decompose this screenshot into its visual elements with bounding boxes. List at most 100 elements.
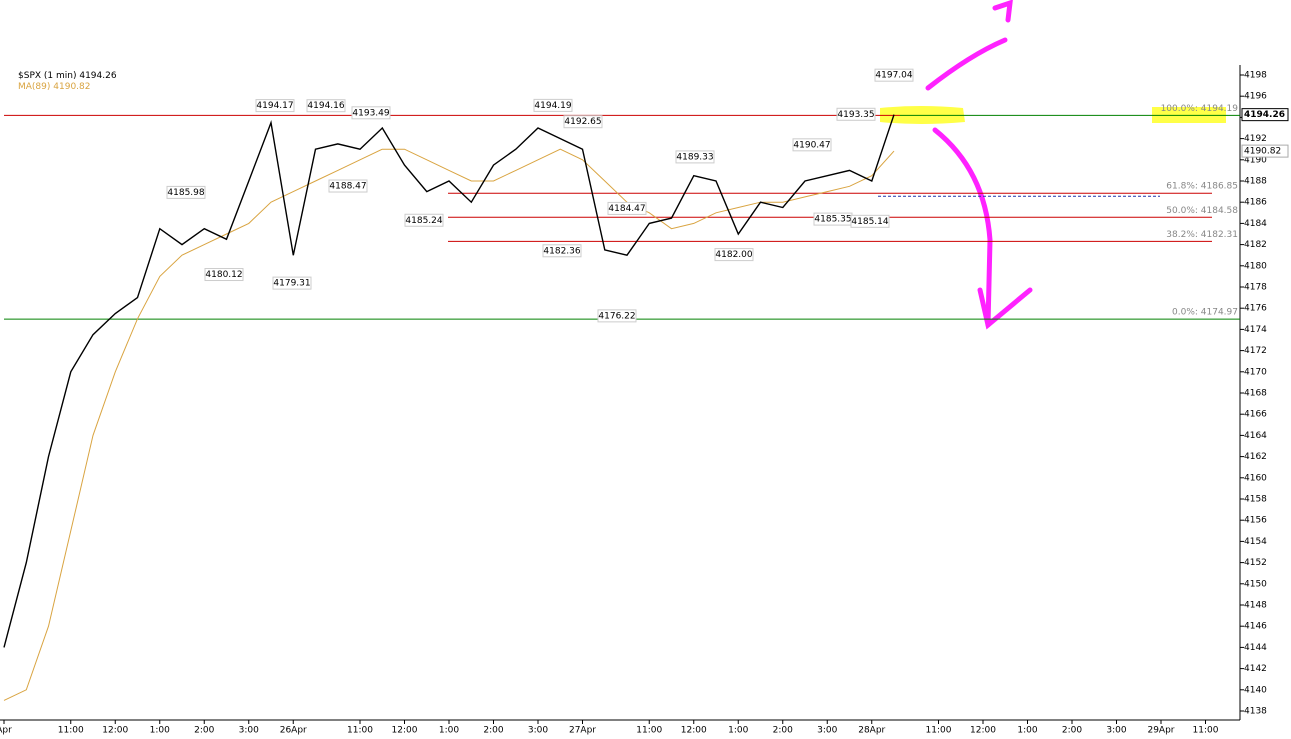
level-label: 0.0%: 4174.97 bbox=[1172, 308, 1238, 318]
annotation: 4192.65 bbox=[564, 117, 601, 127]
arrow-down bbox=[932, 127, 993, 328]
arrow-head bbox=[992, 0, 1013, 23]
annotation-box bbox=[351, 106, 391, 120]
annotation: 4194.16 bbox=[307, 101, 344, 111]
series-name: MA(89) bbox=[18, 82, 50, 92]
x-tick-label: 12:00 bbox=[102, 726, 128, 736]
y-tick-label: 4170 bbox=[1244, 367, 1267, 377]
y-tick-label: 4172 bbox=[1244, 346, 1267, 356]
y-tick-label: 4166 bbox=[1244, 410, 1267, 420]
y-tick-label: 4186 bbox=[1244, 198, 1267, 208]
x-tick-label: 29Apr bbox=[1147, 726, 1174, 736]
legend-price: $SPX (1 min) 4194.26 bbox=[18, 71, 117, 81]
legend: $SPX (1 min) 4194.26 MA(89) 4190.82 bbox=[18, 71, 117, 92]
annotation-box bbox=[714, 248, 754, 262]
y-tick-label: 4176 bbox=[1244, 304, 1267, 314]
annotation: 4180.12 bbox=[205, 270, 242, 280]
x-tick-label: 3:00 bbox=[239, 726, 259, 736]
x-tick-label: 11:00 bbox=[926, 726, 952, 736]
annotation-box bbox=[597, 309, 637, 323]
x-tick-label: 1:00 bbox=[1017, 726, 1037, 736]
x-tick-label: 3:00 bbox=[1106, 726, 1126, 736]
annotation-box bbox=[836, 107, 876, 121]
y-tick-label: 4160 bbox=[1244, 473, 1267, 483]
y-tick-label: 4148 bbox=[1244, 601, 1267, 611]
annotation-box bbox=[255, 99, 295, 113]
y-tick-label: 4140 bbox=[1244, 685, 1267, 695]
y-tick-label: 4156 bbox=[1244, 516, 1267, 526]
y-tick-label: 4178 bbox=[1244, 283, 1267, 293]
annotation-box bbox=[306, 99, 346, 113]
x-tick-label: 27Apr bbox=[569, 726, 596, 736]
x-tick-label: 1:00 bbox=[728, 726, 748, 736]
y-tick-label: 4192 bbox=[1244, 134, 1267, 144]
y-tick-label: 4152 bbox=[1244, 558, 1267, 568]
y-tick-label: 4138 bbox=[1244, 707, 1267, 717]
last-value: 4194.26 bbox=[79, 71, 116, 81]
annotation-box bbox=[563, 115, 603, 129]
y-tick-label: 4154 bbox=[1244, 537, 1267, 547]
y-tick-label: 4182 bbox=[1244, 240, 1267, 250]
annotation: 4185.98 bbox=[167, 188, 204, 198]
y-tick-label: 4168 bbox=[1244, 389, 1267, 399]
last-value-label: 4194.26 bbox=[1244, 110, 1285, 120]
x-tick-label: 11:00 bbox=[347, 726, 373, 736]
x-tick-label: 1:00 bbox=[150, 726, 170, 736]
x-tick-label: 12:00 bbox=[392, 726, 418, 736]
x-tick-label: 26Apr bbox=[280, 726, 307, 736]
annotation: 4185.14 bbox=[851, 217, 888, 227]
x-tick-label: 28Apr bbox=[858, 726, 885, 736]
series-name: $SPX (1 min) bbox=[18, 71, 76, 81]
annotation-box bbox=[850, 214, 890, 228]
level-label: 50.0%: 4184.58 bbox=[1166, 206, 1238, 216]
annotation-box bbox=[166, 185, 206, 199]
x-tick-label: 11:00 bbox=[1193, 726, 1219, 736]
x-tick-label: 2:00 bbox=[1062, 726, 1082, 736]
y-tick-label: 4198 bbox=[1244, 71, 1267, 81]
x-tick-label: 11:00 bbox=[58, 726, 84, 736]
x-tick-label: 2:00 bbox=[194, 726, 214, 736]
annotation-box bbox=[607, 201, 647, 215]
arrow-up bbox=[925, 37, 1008, 91]
annotation: 4185.24 bbox=[405, 216, 442, 226]
y-tick-label: 4144 bbox=[1244, 643, 1267, 653]
y-tick-label: 4188 bbox=[1244, 177, 1267, 187]
x-tick-label: Apr bbox=[0, 726, 12, 736]
x-tick-label: 1:00 bbox=[439, 726, 459, 736]
annotation: 4194.19 bbox=[534, 101, 571, 111]
price-line bbox=[3, 114, 895, 648]
last-value-label: 4190.82 bbox=[1244, 147, 1281, 157]
annotation: 4179.31 bbox=[273, 279, 310, 289]
annotation: 4193.49 bbox=[352, 108, 389, 118]
annotation: 4182.00 bbox=[715, 250, 752, 260]
y-tick-label: 4174 bbox=[1244, 325, 1267, 335]
arrow-head bbox=[977, 287, 1033, 330]
level-label: 61.8%: 4186.85 bbox=[1166, 182, 1238, 192]
y-tick-label: 4196 bbox=[1244, 92, 1267, 102]
annotation: 4184.47 bbox=[608, 204, 645, 214]
arrows bbox=[925, 0, 1033, 330]
y-tick-label: 4180 bbox=[1244, 261, 1267, 271]
annotation: 4190.47 bbox=[793, 140, 830, 150]
annotation-box bbox=[675, 150, 715, 164]
last-value-box bbox=[1241, 144, 1289, 158]
annotation: 4194.17 bbox=[256, 101, 293, 111]
annotation: 4188.47 bbox=[329, 182, 366, 192]
y-tick-label: 4150 bbox=[1244, 579, 1267, 589]
last-value: 4190.82 bbox=[53, 82, 90, 92]
x-tick-label: 2:00 bbox=[773, 726, 793, 736]
y-tick-label: 4158 bbox=[1244, 495, 1267, 505]
x-tick-label: 12:00 bbox=[681, 726, 707, 736]
x-tick-label: 11:00 bbox=[636, 726, 662, 736]
y-tick-label: 4146 bbox=[1244, 622, 1267, 632]
x-tick-label: 12:00 bbox=[970, 726, 996, 736]
annotation-box bbox=[874, 68, 914, 82]
y-tick-label: 4190 bbox=[1244, 155, 1267, 165]
annotation: 4176.22 bbox=[598, 311, 635, 321]
annotation-box bbox=[542, 244, 582, 258]
y-tick-label: 4162 bbox=[1244, 452, 1267, 462]
y-tick-label: 4184 bbox=[1244, 219, 1267, 229]
annotation-box bbox=[204, 268, 244, 282]
